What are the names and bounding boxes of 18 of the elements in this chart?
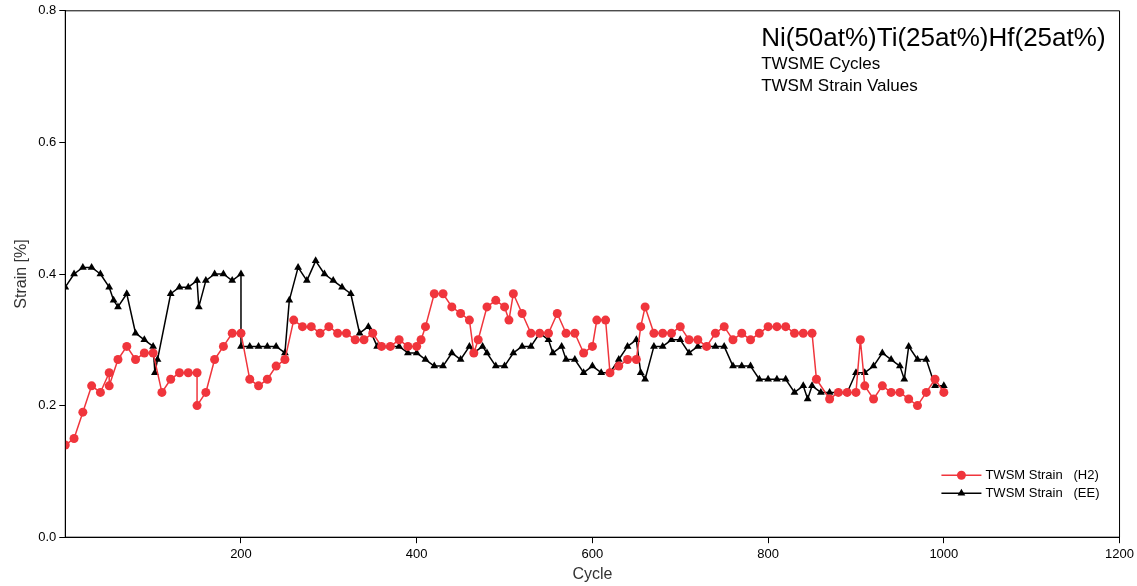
- x-axis-title: Cycle: [572, 564, 613, 582]
- x-tick-label: 400: [405, 545, 428, 561]
- y-tick-label: 0.0: [38, 528, 57, 544]
- legend-label: TWSM Strain (EE): [985, 484, 1100, 500]
- legend-label: TWSM Strain (H2): [985, 466, 1099, 482]
- y-tick-label: 0.8: [38, 2, 57, 18]
- x-tick-label: 1000: [929, 545, 959, 561]
- x-tick-label: 800: [757, 545, 779, 561]
- x-tick-label: 600: [581, 545, 604, 561]
- y-tick-label: 0.6: [38, 133, 57, 149]
- y-tick-label: 0.2: [38, 397, 57, 413]
- y-tick-label: 0.4: [38, 265, 57, 281]
- text: TWSME Cycles: [761, 53, 881, 73]
- y-axis-title: Strain [%]: [12, 239, 30, 309]
- annotation: TWSM Strain Values: [761, 75, 918, 95]
- x-tick-label: 1200: [1105, 545, 1134, 561]
- x-tick-label: 200: [230, 545, 252, 561]
- text: Ni(50at%)Ti(25at%)Hf(25at%): [761, 21, 1106, 52]
